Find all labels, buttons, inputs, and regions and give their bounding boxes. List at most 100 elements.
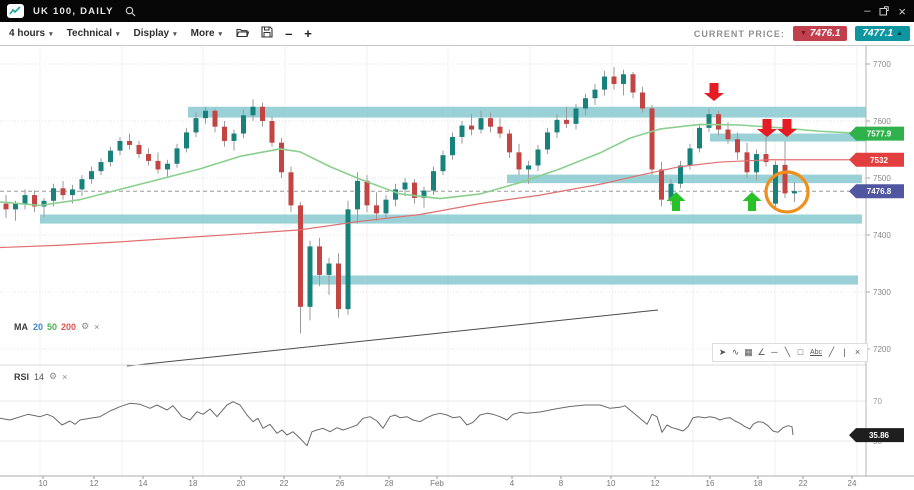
candle [459,121,465,144]
ma-remove-icon[interactable]: × [94,321,100,332]
red-down-arrow [757,119,777,137]
main-toolbar: 4 hours ▾ Technical ▾ Display ▾ More ▾ – + CURR… [0,22,914,46]
rsi-level-label: 70 [873,397,882,406]
grid-tool-icon[interactable]: ▦ [744,347,753,357]
candle [393,183,398,207]
buy-price-button[interactable]: 7477.1 ▲ [855,26,910,41]
rsi-indicator-legend: RSI 14 ⚙ × [14,371,67,382]
candle [754,149,759,181]
candle [32,190,37,213]
zoom-out-button[interactable]: – [285,26,293,41]
date-label: 12 [651,479,660,488]
price-axis-label: 7600 [873,117,891,126]
candle [298,201,303,334]
svg-text:7577.9: 7577.9 [867,130,892,139]
chevron-down-icon: ▾ [49,30,53,38]
candle [193,112,199,137]
rsi-line [0,401,794,447]
candle [374,192,379,221]
candle [535,144,541,172]
sell-price-value: 7476.1 [809,28,841,39]
candle [649,105,655,176]
rsi-settings-gear-icon[interactable]: ⚙ [49,371,58,381]
price-badge: 7532 [849,152,904,167]
candle [383,195,389,218]
cursor-tool-icon[interactable]: ➤ [718,347,727,357]
price-axis-label: 7500 [873,174,891,183]
candle [431,166,436,196]
search-icon[interactable] [125,6,136,17]
line-tool-icon[interactable]: ╱ [828,347,835,357]
candle [355,172,360,224]
candle [345,200,351,315]
date-label: 26 [336,479,345,488]
candle [89,166,94,184]
candle [659,162,664,207]
rsi-remove-icon[interactable]: × [62,371,68,382]
trendline[interactable] [126,309,659,367]
svg-text:7476.8: 7476.8 [867,187,892,196]
ma-periods: 20 50 200 [33,322,76,332]
angle-tool-icon[interactable]: ∠ [757,347,766,357]
candle [60,180,66,200]
candle [592,83,598,106]
candle [165,159,170,178]
rsi-value-badge: 35.86 [849,428,904,443]
price-badge: 7476.8 [849,184,904,199]
sell-price-button[interactable]: ▼ 7476.1 [792,26,848,41]
restore-button[interactable] [879,6,890,16]
candle [725,122,731,144]
close-tool-icon[interactable]: × [854,347,861,357]
candle [13,200,18,221]
date-label: 10 [607,479,616,488]
close-button[interactable]: × [898,3,906,19]
rsi-gridlines: 7030 [0,397,882,446]
candle [402,178,408,197]
dropdown-display[interactable]: Display ▾ [133,28,177,39]
dropdown-technical[interactable]: Technical ▾ [66,28,120,39]
toolbar-dropdowns: 4 hours ▾ Technical ▾ Display ▾ More ▾ [0,28,222,39]
candle [288,166,294,213]
rectangle-tool-icon[interactable]: □ [797,347,804,357]
date-label: 28 [385,479,394,488]
date-label: 24 [848,479,857,488]
horizontal-line-tool-icon[interactable]: ─ [771,347,778,357]
buy-up-arrow-icon: ▲ [896,30,903,37]
sell-down-arrow-icon: ▼ [799,30,807,37]
zoom-in-button[interactable]: + [304,26,312,41]
candle [488,112,493,133]
candle [497,118,503,139]
text-tool-icon[interactable]: Abc [809,349,823,356]
save-icon[interactable] [261,26,273,41]
candle [763,136,769,167]
dropdown-4-hours[interactable]: 4 hours ▾ [9,28,53,39]
ma-settings-gear-icon[interactable]: ⚙ [81,321,90,331]
curve-tool-icon[interactable]: ∿ [731,347,740,357]
open-folder-icon[interactable] [236,27,250,41]
candle [611,66,617,90]
zone-band [40,214,862,224]
candle [450,132,455,160]
chevron-down-icon: ▾ [218,30,223,38]
date-label: 8 [559,479,564,488]
instrument-title: UK 100, DAILY [33,5,114,17]
candle [184,127,189,153]
trend-line-tool-icon[interactable]: ╲ [784,347,791,357]
red-down-arrow [777,119,797,137]
minimize-button[interactable]: – [864,4,871,17]
candle [573,103,579,130]
price-badge: 7577.9 [849,126,904,141]
candle [545,127,550,155]
candle [108,146,113,167]
candle [640,86,645,113]
dropdown-more[interactable]: More ▾ [190,28,223,39]
candle [127,133,132,150]
current-price-label: CURRENT PRICE: [693,28,785,39]
date-label: Feb [430,479,444,488]
zone-band [188,106,866,118]
candle [3,195,9,218]
date-label: 22 [799,479,808,488]
zone-band [312,275,858,285]
chevron-down-icon: ▾ [173,30,177,38]
